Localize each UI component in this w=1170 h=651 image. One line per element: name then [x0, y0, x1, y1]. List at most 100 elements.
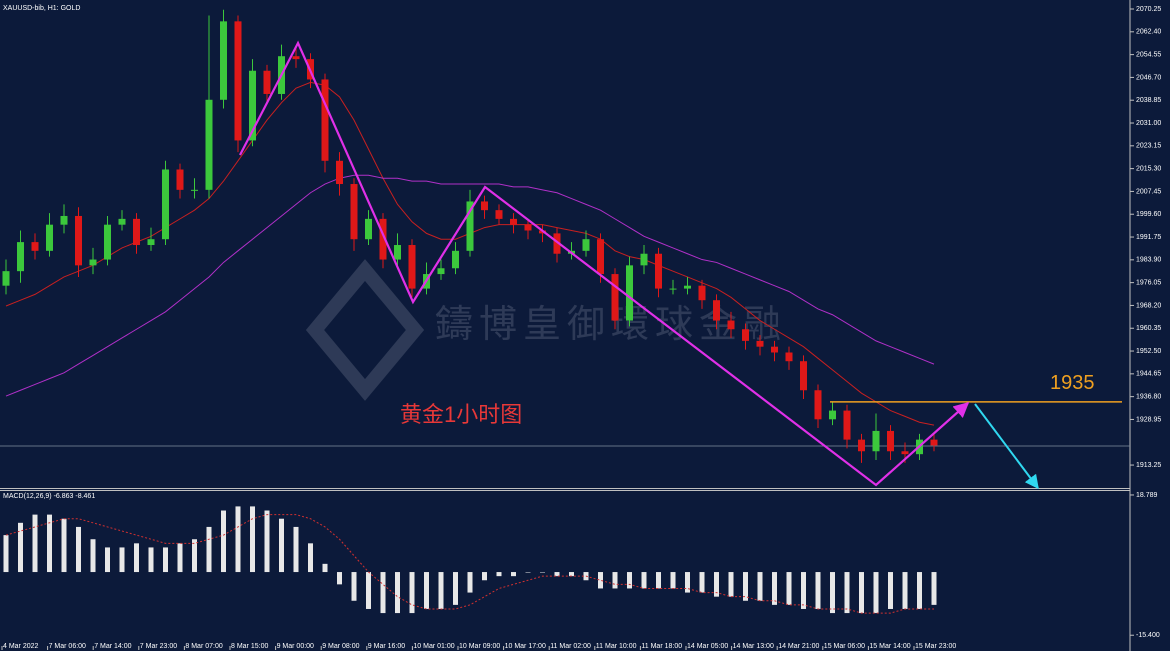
- macd-bar: [409, 572, 415, 614]
- macd-bar: [438, 572, 444, 609]
- candle-body: [553, 233, 561, 254]
- macd-bar: [917, 572, 922, 609]
- x-tick-label: 8 Mar 07:00: [185, 643, 222, 650]
- signal-line: [5, 514, 934, 614]
- candle-body: [31, 242, 39, 251]
- candle-body: [336, 160, 343, 185]
- macd-bar: [221, 510, 226, 573]
- macd-bar: [134, 543, 139, 573]
- macd-bar: [250, 506, 255, 573]
- x-tick-label: 14 Mar 13:00: [733, 643, 774, 650]
- candle-body: [713, 300, 720, 321]
- candle-body: [321, 79, 329, 161]
- watermark-text: 鑄博皇御環球金融: [435, 304, 787, 346]
- y-tick-label: 2046.70: [1136, 74, 1161, 81]
- macd-bar: [931, 572, 937, 605]
- macd-bar: [264, 510, 270, 573]
- y-tick-label: 1936.80: [1136, 393, 1161, 400]
- chart-annotation: 黄金1小时图: [400, 402, 522, 427]
- x-tick-label: 15 Mar 14:00: [869, 643, 910, 650]
- y-tick-label: -15.400: [1136, 632, 1160, 639]
- x-tick-label: 15 Mar 23:00: [915, 643, 956, 650]
- macd-bar: [656, 572, 661, 589]
- y-tick-label: 1960.35: [1136, 325, 1161, 332]
- macd-bar: [844, 572, 850, 614]
- y-tick-label: 1952.50: [1136, 348, 1161, 355]
- x-tick-label: 8 Mar 15:00: [231, 643, 268, 650]
- candle-body: [785, 352, 793, 362]
- candle-body: [727, 320, 735, 330]
- candle-body: [452, 250, 459, 269]
- macd-bar: [90, 539, 96, 573]
- candle-body: [481, 201, 488, 211]
- candle-body: [46, 224, 53, 251]
- y-tick-label: 1913.25: [1136, 462, 1161, 469]
- candle-body: [611, 274, 619, 321]
- macd-bar: [728, 572, 734, 597]
- candle-body: [756, 340, 764, 347]
- candle-body: [191, 189, 198, 191]
- y-tick-label: 1944.65: [1136, 371, 1161, 378]
- candle-body: [901, 451, 909, 455]
- candle-body: [249, 70, 256, 141]
- macd-bar: [47, 514, 52, 573]
- y-tick-label: 1928.95: [1136, 416, 1161, 423]
- candle-body: [89, 259, 97, 266]
- macd-bar: [627, 572, 632, 589]
- macd-bar: [337, 572, 342, 585]
- macd-bar: [772, 572, 777, 605]
- y-tick-label: 2038.85: [1136, 97, 1161, 104]
- x-tick-label: 9 Mar 16:00: [368, 643, 405, 650]
- candle-body: [220, 21, 227, 100]
- macd-bar: [743, 572, 748, 601]
- macd-bar: [163, 547, 168, 573]
- macd-bar: [786, 572, 792, 605]
- macd-bar: [815, 572, 821, 609]
- macd-bar: [482, 572, 487, 581]
- candle-body: [771, 346, 778, 353]
- y-tick-label: 1983.90: [1136, 257, 1161, 264]
- candle-body: [495, 210, 503, 219]
- y-tick-label: 1976.05: [1136, 279, 1161, 286]
- x-tick-label: 11 Mar 02:00: [550, 643, 591, 650]
- candle-body: [698, 285, 706, 301]
- candle-body: [263, 70, 271, 94]
- y-tick-label: 2031.00: [1136, 120, 1161, 127]
- candle-body: [814, 390, 822, 420]
- macd-bar: [308, 543, 313, 573]
- macd-bar: [801, 572, 806, 609]
- candle-body: [133, 218, 140, 246]
- macd-bar: [177, 543, 183, 573]
- candle-body: [858, 439, 865, 452]
- y-tick-label: 2015.30: [1136, 165, 1161, 172]
- macd-bar: [496, 572, 502, 577]
- y-tick-label: 1991.75: [1136, 234, 1161, 241]
- candle-body: [466, 201, 474, 251]
- watermark: 鑄博皇御環球金融: [305, 259, 787, 401]
- macd-bar: [206, 526, 212, 573]
- candle-body: [887, 430, 894, 452]
- x-tick-label: 7 Mar 23:00: [140, 643, 177, 650]
- macd-bar: [873, 572, 879, 614]
- macd-bar: [670, 572, 676, 589]
- macd-bar: [192, 539, 197, 573]
- x-tick-label: 10 Mar 17:00: [505, 643, 546, 650]
- candle-body: [800, 361, 807, 391]
- candle-body: [684, 285, 691, 289]
- macd-bar: [32, 514, 38, 573]
- candle-body: [205, 99, 213, 190]
- candle-body: [365, 218, 372, 240]
- candle-body: [75, 215, 82, 266]
- x-tick-label: 4 Mar 2022: [3, 643, 39, 650]
- y-tick-label: 18.789: [1136, 492, 1158, 499]
- candle-body: [118, 218, 126, 225]
- watermark-logo: [305, 259, 425, 401]
- candle-body: [162, 169, 169, 240]
- macd-bar: [612, 572, 618, 589]
- macd-bar: [453, 572, 458, 605]
- y-tick-label: 1999.60: [1136, 211, 1161, 218]
- candle-body: [2, 271, 10, 286]
- macd-bar: [424, 572, 429, 609]
- macd-bar: [902, 572, 908, 609]
- x-tick-label: 11 Mar 18:00: [641, 643, 682, 650]
